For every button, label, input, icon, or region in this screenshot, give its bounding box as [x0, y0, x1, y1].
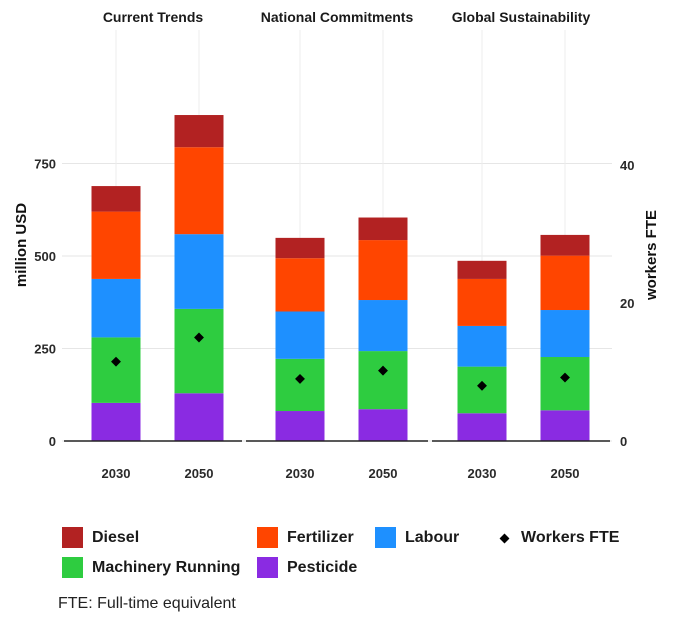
bar-segment-pesticide — [91, 402, 141, 441]
y-axis-title: million USD — [13, 203, 30, 287]
bar-segment-fertilizer — [358, 240, 408, 301]
legend-item-workers-fte: Workers FTE — [495, 529, 619, 547]
legend-swatch-labour — [375, 527, 396, 548]
legend-item-pesticide: Pesticide — [257, 557, 357, 578]
bar-segment-pesticide — [275, 411, 325, 441]
legend-item-labour: Labour — [375, 527, 459, 548]
legend-swatch-machinery-running — [62, 557, 83, 578]
bar-segment-fertilizer — [540, 255, 590, 311]
y-tick-label: 750 — [34, 157, 56, 172]
bar-segment-machinery-running — [540, 357, 590, 411]
diamond-icon — [499, 533, 510, 543]
y-right-tick-label: 40 — [620, 158, 634, 173]
bar-segment-labour — [275, 311, 325, 359]
bar-segment-fertilizer — [91, 211, 141, 279]
y-right-axis-title: workers FTE — [643, 210, 660, 301]
legend-label-pesticide: Pesticide — [287, 558, 358, 576]
y-right-tick-label: 20 — [620, 296, 634, 311]
bar-segment-fertilizer — [457, 278, 507, 326]
bar-segment-labour — [91, 278, 141, 338]
y-tick-label: 0 — [49, 434, 56, 449]
bar-segment-machinery-running — [275, 358, 325, 412]
bar-segment-labour — [174, 234, 224, 309]
legend-item-machinery-running: Machinery Running — [62, 557, 240, 578]
x-tick-label: 2030 — [102, 466, 131, 481]
footnote: FTE: Full-time equivalent — [58, 595, 236, 612]
stacked-bar-chart: Current Trends National Commitments Global… — [13, 9, 660, 481]
bar-segment-diesel — [91, 186, 141, 212]
bar-segment-diesel — [358, 217, 408, 241]
legend-label-workers-fte: Workers FTE — [521, 529, 620, 546]
legend-label-fertilizer: Fertilizer — [287, 528, 354, 546]
bar-segment-pesticide — [457, 413, 507, 441]
workers-fte-point — [378, 365, 388, 376]
bar-segment-diesel — [457, 260, 507, 279]
legend: Diesel Fertilizer Labour Workers FTE Mac… — [62, 527, 662, 587]
workers-fte-point — [477, 380, 487, 391]
panel-title: Global Sustainability — [452, 9, 591, 25]
bar-segment-pesticide — [174, 393, 224, 441]
legend-label-labour: Labour — [405, 528, 460, 546]
workers-fte-point — [194, 332, 204, 343]
legend-item-diesel: Diesel — [62, 527, 139, 548]
legend-label-machinery-running: Machinery Running — [92, 558, 241, 576]
bar-segment-labour — [457, 325, 507, 367]
panel-title: National Commitments — [261, 9, 414, 25]
legend-swatch-fertilizer — [257, 527, 278, 548]
bar-segment-diesel — [275, 237, 325, 259]
workers-fte-point — [295, 373, 305, 384]
y-tick-label: 500 — [34, 249, 56, 264]
bar-segment-machinery-running — [91, 337, 141, 403]
y-right-tick-label: 0 — [620, 434, 627, 449]
bar-segment-pesticide — [358, 409, 408, 441]
bar-segment-fertilizer — [275, 258, 325, 312]
bar-segment-labour — [540, 310, 590, 358]
bar-segment-fertilizer — [174, 147, 224, 235]
x-tick-label: 2050 — [369, 466, 398, 481]
bar-segment-machinery-running — [174, 308, 224, 394]
x-tick-label: 2030 — [286, 466, 315, 481]
y-tick-label: 250 — [34, 342, 56, 357]
panel-title: Current Trends — [103, 9, 204, 25]
legend-swatch-diesel — [62, 527, 83, 548]
bar-segment-labour — [358, 300, 408, 352]
legend-label-diesel: Diesel — [92, 528, 140, 546]
bar-segment-diesel — [540, 234, 590, 256]
x-tick-label: 2050 — [185, 466, 214, 481]
bar-segment-machinery-running — [358, 351, 408, 410]
workers-fte-point — [560, 372, 570, 383]
x-tick-label: 2050 — [551, 466, 580, 481]
bar-segment-pesticide — [540, 410, 590, 441]
legend-item-fertilizer: Fertilizer — [257, 527, 354, 548]
legend-swatch-pesticide — [257, 557, 278, 578]
bar-segment-diesel — [174, 115, 224, 148]
x-tick-label: 2030 — [468, 466, 497, 481]
